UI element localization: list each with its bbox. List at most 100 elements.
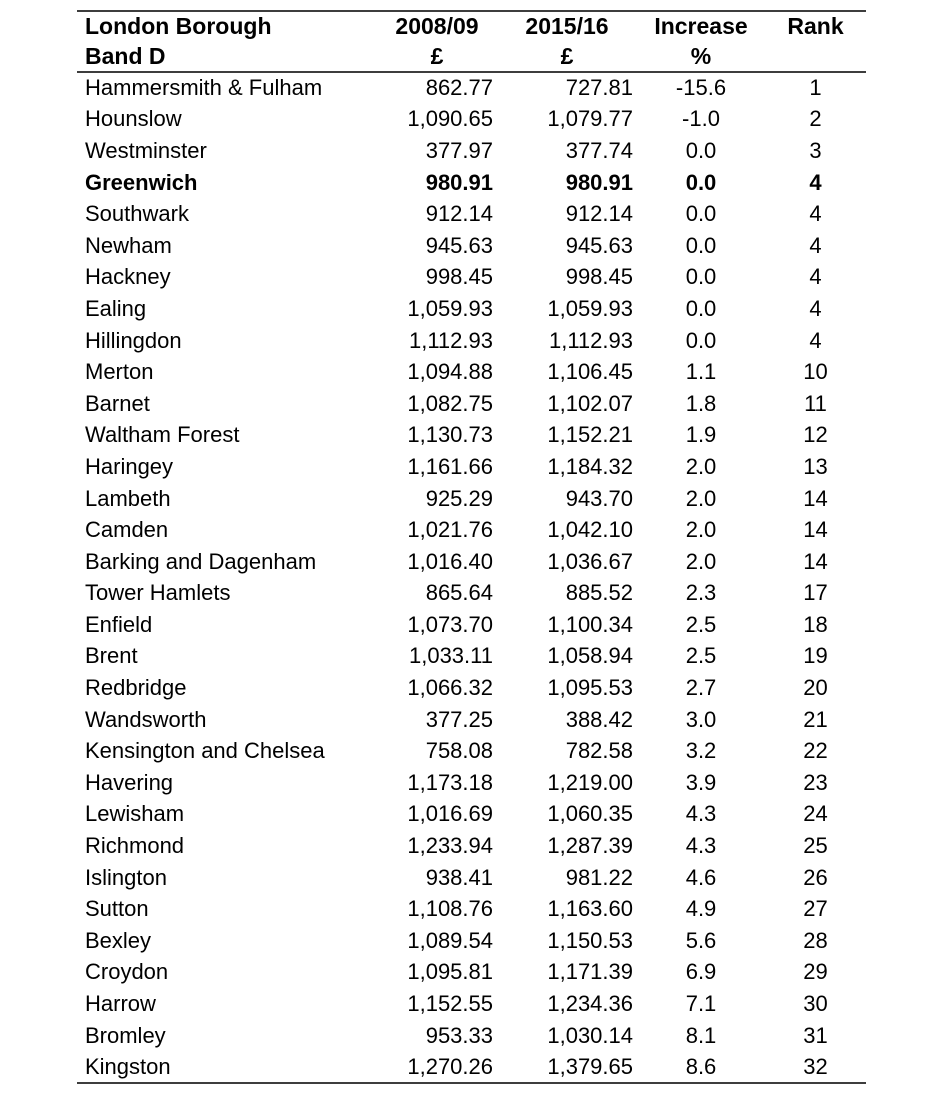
table-row: Westminster 377.97 377.74 0.0 3	[77, 135, 866, 167]
increase-cell: 2.0	[685, 517, 717, 543]
borough-cell: Bexley	[85, 927, 152, 953]
rank-cell: 17	[803, 580, 828, 606]
value-2008-cell: 1,270.26	[407, 1053, 493, 1079]
borough-cell: Kensington and Chelsea	[85, 738, 325, 764]
value-2008-cell: 938.41	[425, 864, 493, 890]
header-borough-line2: Band D	[85, 42, 166, 69]
value-2015-cell: 981.22	[565, 864, 633, 890]
rank-cell: 4	[809, 232, 822, 258]
table-row: Lambeth 925.29 943.70 2.0 14	[77, 483, 866, 515]
value-2015-cell: 1,171.39	[547, 959, 633, 985]
value-2008-cell: 377.25	[425, 706, 493, 732]
value-2015-cell: 1,079.77	[547, 106, 633, 132]
table-row: Kensington and Chelsea 758.08 782.58 3.2…	[77, 735, 866, 767]
table-row: Bromley 953.33 1,030.14 8.1 31	[77, 1020, 866, 1052]
borough-cell: Hackney	[85, 264, 171, 290]
increase-cell: 3.9	[685, 769, 717, 795]
table-row: Croydon 1,095.81 1,171.39 6.9 29	[77, 957, 866, 989]
table-row: Harrow 1,152.55 1,234.36 7.1 30	[77, 988, 866, 1020]
value-2008-cell: 1,082.75	[407, 390, 493, 416]
table-row: Merton 1,094.88 1,106.45 1.1 10	[77, 356, 866, 388]
table-row: Ealing 1,059.93 1,059.93 0.0 4	[77, 293, 866, 325]
increase-cell: 4.3	[685, 801, 717, 827]
increase-cell: -1.0	[682, 106, 720, 132]
borough-cell: Greenwich	[85, 169, 198, 195]
increase-cell: 6.9	[685, 959, 717, 985]
increase-cell: 0.0	[685, 295, 717, 321]
borough-cell: Richmond	[85, 833, 185, 859]
value-2015-cell: 1,112.93	[548, 327, 633, 353]
value-2015-cell: 1,100.34	[547, 611, 633, 637]
value-2015-cell: 1,379.65	[547, 1053, 633, 1079]
rank-cell: 4	[809, 327, 822, 353]
value-2008-cell: 1,233.94	[407, 833, 493, 859]
value-2015-cell: 1,219.00	[547, 769, 633, 795]
increase-cell: 3.2	[685, 738, 717, 764]
rank-cell: 25	[803, 833, 828, 859]
table-row: Greenwich 980.91 980.91 0.0 4	[77, 167, 866, 199]
table-row: Redbridge 1,066.32 1,095.53 2.7 20	[77, 672, 866, 704]
table-row: Richmond 1,233.94 1,287.39 4.3 25	[77, 830, 866, 862]
rank-cell: 31	[803, 1022, 828, 1048]
increase-cell: 2.0	[685, 485, 717, 511]
rank-cell: 4	[809, 295, 822, 321]
table-row: Tower Hamlets 865.64 885.52 2.3 17	[77, 578, 866, 610]
borough-cell: Kingston	[85, 1053, 171, 1079]
value-2008-cell: 1,016.40	[407, 548, 493, 574]
increase-cell: 0.0	[685, 201, 717, 227]
value-2015-cell: 1,287.39	[547, 833, 633, 859]
borough-cell: Haringey	[85, 453, 174, 479]
value-2015-cell: 727.81	[565, 75, 633, 101]
value-2008-cell: 1,016.69	[407, 801, 493, 827]
rank-cell: 14	[803, 548, 828, 574]
borough-cell: Wandsworth	[85, 706, 207, 732]
borough-cell: Hillingdon	[85, 327, 182, 353]
increase-cell: -15.6	[675, 75, 727, 101]
borough-cell: Tower Hamlets	[85, 580, 231, 606]
value-2015-cell: 1,036.67	[547, 548, 633, 574]
table-row: Lewisham 1,016.69 1,060.35 4.3 24	[77, 799, 866, 831]
rank-cell: 4	[809, 201, 822, 227]
table-row: Brent 1,033.11 1,058.94 2.5 19	[77, 641, 866, 673]
value-2008-cell: 912.14	[425, 201, 493, 227]
borough-cell: Harrow	[85, 991, 156, 1017]
increase-cell: 2.0	[685, 453, 717, 479]
value-2008-cell: 953.33	[425, 1022, 493, 1048]
increase-cell: 4.9	[685, 896, 717, 922]
header-2015-16: 2015/16	[525, 13, 609, 40]
rank-cell: 22	[803, 738, 828, 764]
increase-cell: 2.0	[685, 548, 717, 574]
table-row: Enfield 1,073.70 1,100.34 2.5 18	[77, 609, 866, 641]
value-2008-cell: 1,073.70	[407, 611, 493, 637]
increase-cell: 4.6	[685, 864, 717, 890]
rank-cell: 23	[803, 769, 828, 795]
borough-cell: Hounslow	[85, 106, 182, 132]
value-2015-cell: 1,042.10	[547, 517, 633, 543]
rank-cell: 18	[803, 611, 828, 637]
increase-cell: 8.1	[685, 1022, 717, 1048]
value-2015-cell: 945.63	[565, 232, 633, 258]
increase-cell: 2.7	[685, 675, 717, 701]
value-2008-cell: 1,152.55	[407, 991, 493, 1017]
borough-cell: Brent	[85, 643, 138, 669]
value-2008-cell: 758.08	[425, 738, 493, 764]
table-row: Southwark 912.14 912.14 0.0 4	[77, 198, 866, 230]
increase-cell: 1.8	[685, 390, 717, 416]
increase-cell: 8.6	[685, 1053, 717, 1079]
value-2008-cell: 1,108.76	[407, 896, 493, 922]
rank-cell: 14	[803, 517, 828, 543]
increase-cell: 3.0	[685, 706, 717, 732]
value-2015-cell: 1,102.07	[547, 390, 633, 416]
value-2008-cell: 1,173.18	[407, 769, 493, 795]
table-row: Hounslow 1,090.65 1,079.77 -1.0 2	[77, 104, 866, 136]
council-tax-band-d-table: London Borough 2008/09 2015/16 Increase …	[77, 10, 866, 1084]
value-2008-cell: 1,021.76	[407, 517, 493, 543]
value-2015-cell: 912.14	[565, 201, 633, 227]
increase-cell: 0.0	[685, 264, 717, 290]
value-2008-cell: 1,059.93	[407, 295, 493, 321]
value-2015-cell: 1,150.53	[547, 927, 633, 953]
value-2015-cell: 1,095.53	[547, 675, 633, 701]
value-2008-cell: 1,112.93	[408, 327, 493, 353]
increase-cell: 7.1	[685, 991, 717, 1017]
